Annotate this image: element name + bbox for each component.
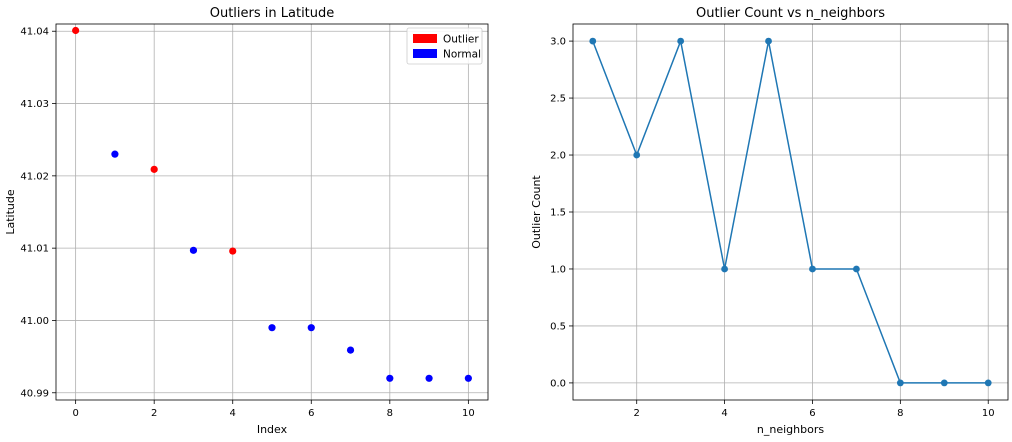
y-tick-label: 41.04	[20, 27, 49, 38]
series-marker	[765, 37, 772, 45]
plot-frame	[55, 23, 489, 401]
y-tick-label: 0.5	[550, 321, 566, 332]
scatter-point-normal	[425, 374, 433, 382]
x-tick-label: 8	[387, 408, 393, 419]
scatter-point-outlier	[72, 26, 80, 35]
legend-swatch-outlier	[413, 34, 437, 43]
y-axis-label: Outlier Count	[530, 175, 543, 249]
x-tick-label: 10	[462, 408, 475, 419]
series-marker	[940, 379, 948, 387]
y-tick-label: 1.0	[550, 264, 566, 275]
y-axis-label: Latitude	[4, 189, 17, 235]
legend-label-normal: Normal	[443, 49, 481, 61]
chart-1: 0 2 4 6 8 10 40.99 41.00 41.01 41.02 41.03 41.04 Out…	[4, 6, 489, 436]
x-tick-label: 2	[634, 408, 640, 419]
x-tick-label: 4	[230, 408, 236, 419]
x-axis-label: Index	[257, 423, 288, 436]
x-tick-label: 0	[72, 408, 78, 419]
scatter-point-outlier	[150, 165, 158, 173]
series-marker	[809, 265, 816, 273]
y-tick-label: 41.03	[20, 99, 49, 110]
x-tick-label: 10	[982, 408, 995, 419]
scatter-point-normal	[268, 324, 276, 332]
series-marker	[589, 37, 597, 45]
chart-2: 2 4 6 8 10 0.0 0.5 1.0 1.5 2.0 2.5 3.0 Outlier Count…	[530, 6, 1009, 436]
y-tick-label: 41.02	[20, 171, 49, 182]
y-tick-label: 2.0	[550, 151, 566, 162]
y-tick-label: 2.5	[550, 94, 566, 105]
scatter-point-normal	[189, 246, 198, 254]
series-marker	[896, 379, 904, 387]
series-marker	[853, 265, 860, 273]
x-tick-label: 2	[151, 408, 157, 419]
x-tick-label: 6	[809, 408, 815, 419]
legend-label-outlier: Outlier	[443, 34, 479, 46]
y-tick-label: 40.99	[20, 388, 49, 399]
scatter-point-normal	[386, 374, 394, 382]
legend: Outlier Normal	[406, 27, 483, 65]
scatter-point-normal	[111, 150, 119, 158]
series-line	[592, 38, 989, 384]
series-marker	[721, 265, 728, 273]
y-tick-label: 3.0	[550, 37, 566, 48]
scatter-point-outlier	[229, 247, 237, 255]
x-axis-label: n_neighbors	[757, 423, 824, 436]
y-tick-label: 1.5	[550, 208, 566, 219]
x-tick-label: 8	[897, 408, 903, 419]
series-marker	[633, 151, 641, 159]
scatter-point-normal	[346, 346, 355, 354]
scatter-point-normal	[464, 374, 472, 382]
series-marker	[677, 37, 685, 45]
y-tick-label: 41.01	[20, 244, 49, 255]
legend-swatch-normal	[413, 49, 437, 58]
x-tick-label: 6	[308, 408, 314, 419]
chart-title: Outlier Count vs n_neighbors	[696, 6, 885, 21]
y-tick-label: 0.0	[550, 378, 566, 389]
y-tick-label: 41.00	[20, 316, 49, 327]
x-tick-label: 4	[721, 408, 727, 419]
chart-title: Outliers in Latitude	[210, 6, 335, 21]
scatter-point-normal	[307, 324, 315, 332]
series-marker	[984, 379, 992, 387]
